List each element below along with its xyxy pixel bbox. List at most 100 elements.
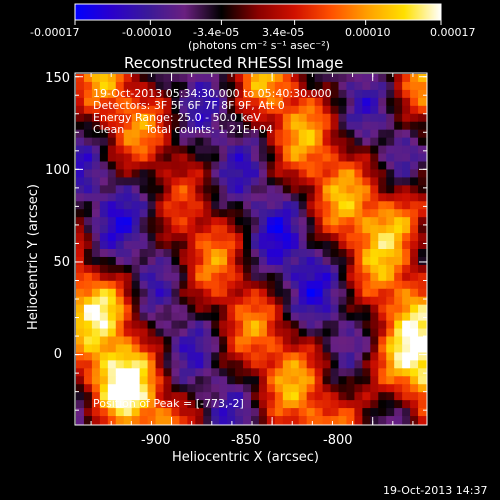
heatmap-cell <box>83 416 93 425</box>
heatmap-cell <box>298 241 308 250</box>
heatmap-cell <box>171 161 180 171</box>
heatmap-cell <box>99 312 109 322</box>
heatmap-cell <box>418 296 427 306</box>
heatmap-cell <box>219 384 228 393</box>
heatmap-cell <box>418 264 427 274</box>
heatmap-cell <box>346 280 355 290</box>
heatmap-cell <box>314 304 324 314</box>
heatmap-cell <box>346 233 355 242</box>
heatmap-cell <box>147 233 157 242</box>
heatmap-cell <box>139 304 149 314</box>
heatmap-cell <box>410 336 419 346</box>
heatmap-cell <box>418 81 427 91</box>
heatmap-cell <box>211 233 220 242</box>
heatmap-cell <box>107 296 117 306</box>
heatmap-cell <box>370 97 379 107</box>
heatmap-cell <box>346 129 355 139</box>
heatmap-cell <box>147 225 157 234</box>
heatmap-cell <box>394 161 403 171</box>
heatmap-cell <box>418 256 427 266</box>
heatmap-cell <box>163 201 173 210</box>
heatmap-cell <box>107 376 117 385</box>
heatmap-cell <box>195 145 204 155</box>
heatmap-cell <box>235 225 244 234</box>
heatmap-cell <box>83 177 93 186</box>
heatmap-cell <box>155 113 165 123</box>
heatmap-cell <box>314 368 324 377</box>
heatmap-cell <box>243 105 252 115</box>
heatmap-cell <box>370 304 379 314</box>
heatmap-cell <box>330 233 340 242</box>
heatmap-cell <box>378 74 387 83</box>
heatmap-cell <box>139 225 149 234</box>
heatmap-cell <box>298 336 308 346</box>
heatmap-cell <box>91 392 101 401</box>
heatmap-cell <box>378 416 387 425</box>
heatmap-cell <box>203 280 212 290</box>
heatmap-cell <box>243 376 252 385</box>
heatmap-cell <box>410 376 419 385</box>
heatmap-cell <box>346 209 355 218</box>
heatmap-cell <box>282 217 292 226</box>
heatmap-cell <box>410 145 419 155</box>
annotation-energy-range: Energy Range: 25.0 - 50.0 keV <box>93 111 261 124</box>
heatmap-cell <box>346 352 355 361</box>
heatmap-cell <box>402 272 411 282</box>
heatmap-cell <box>251 121 260 131</box>
heatmap-cell <box>258 74 268 83</box>
heatmap-cell <box>394 360 403 369</box>
heatmap-cell <box>123 137 133 147</box>
heatmap-cell <box>155 177 165 186</box>
heatmap-cell <box>251 249 260 258</box>
heatmap-cell <box>314 137 324 147</box>
heatmap-cell <box>83 384 93 393</box>
heatmap-cell <box>362 225 371 234</box>
heatmap-cell <box>394 145 403 155</box>
heatmap-cell <box>370 105 379 115</box>
heatmap-cell <box>346 272 355 282</box>
heatmap-cell <box>195 416 204 425</box>
heatmap-cell <box>258 264 268 274</box>
heatmap-cell <box>219 74 228 83</box>
heatmap-cell <box>386 233 395 242</box>
heatmap-cell <box>211 153 220 163</box>
heatmap-cell <box>123 241 133 250</box>
heatmap-cell <box>83 121 93 131</box>
heatmap-cell <box>139 392 149 401</box>
heatmap-cell <box>290 137 300 147</box>
heatmap-cell <box>187 121 196 131</box>
heatmap-cell <box>418 145 427 155</box>
heatmap-cell <box>76 352 85 361</box>
heatmap-cell <box>107 161 117 171</box>
heatmap-cell <box>378 89 387 99</box>
heatmap-cell <box>179 376 188 385</box>
heatmap-cell <box>298 272 308 282</box>
heatmap-cell <box>274 368 284 377</box>
heatmap-cell <box>131 408 141 417</box>
heatmap-cell <box>298 121 308 131</box>
heatmap-cell <box>338 169 348 178</box>
heatmap-cell <box>99 137 109 147</box>
heatmap-cell <box>83 360 93 369</box>
heatmap-cell <box>123 368 133 377</box>
heatmap-cell <box>227 304 236 314</box>
heatmap-cell <box>266 344 276 353</box>
heatmap-cell <box>314 249 324 258</box>
heatmap-cell <box>139 201 149 210</box>
heatmap-cell <box>76 193 85 202</box>
heatmap-cell <box>195 137 204 147</box>
y-tick-label-0: 0 <box>54 347 62 362</box>
heatmap-cell <box>219 304 228 314</box>
heatmap-cell <box>203 137 212 147</box>
heatmap-cell <box>179 209 188 218</box>
heatmap-cell <box>227 296 236 306</box>
heatmap-cell <box>147 129 157 139</box>
heatmap-cell <box>203 249 212 258</box>
heatmap-cell <box>179 264 188 274</box>
heatmap-cell <box>402 256 411 266</box>
heatmap-cell <box>362 121 371 131</box>
heatmap-cell <box>147 121 157 131</box>
heatmap-cell <box>362 360 371 369</box>
heatmap-cell <box>107 209 117 218</box>
heatmap-cell <box>211 209 220 218</box>
